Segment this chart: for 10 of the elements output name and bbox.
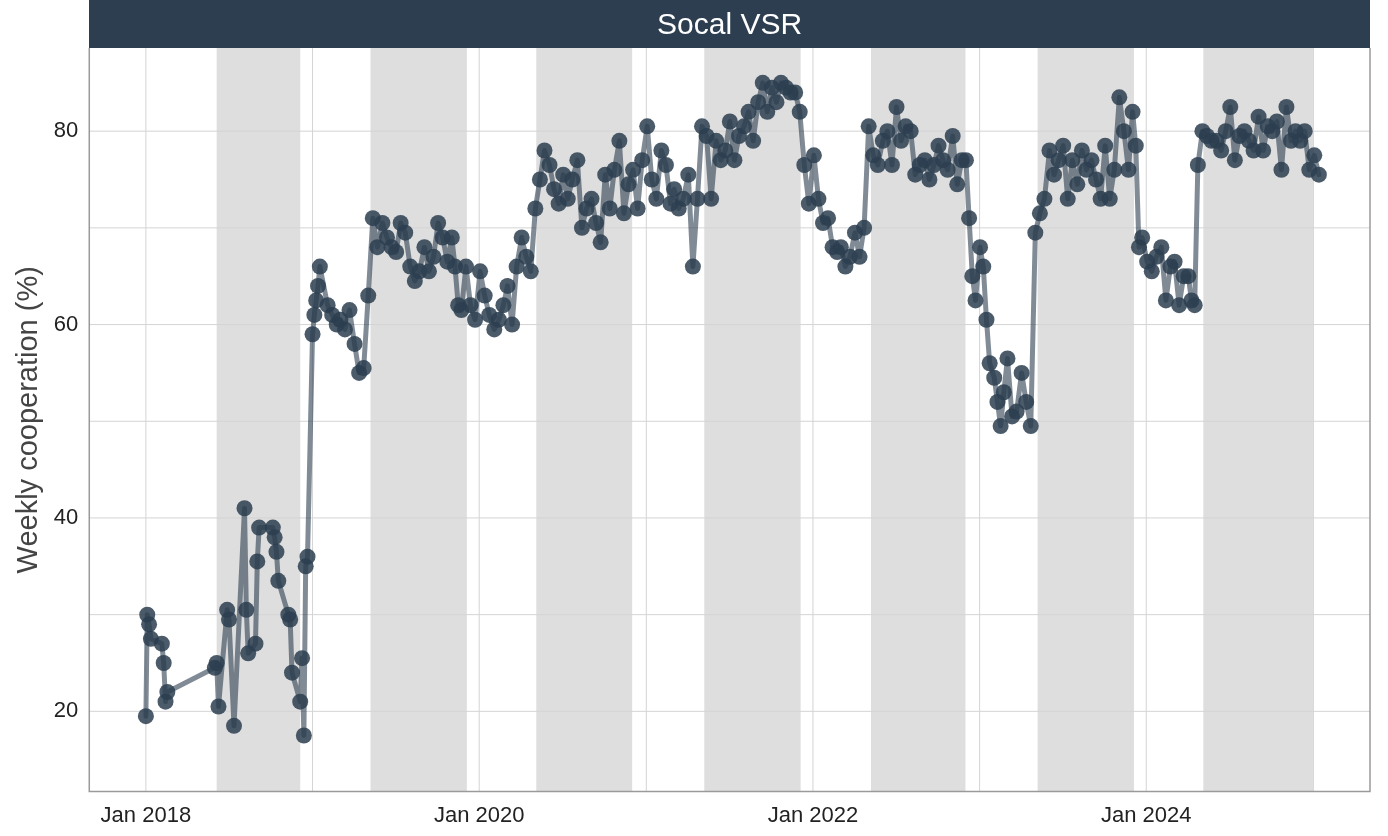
- x-tick-label: Jan 2020: [433, 801, 525, 827]
- y-tick-label: 60: [53, 310, 79, 336]
- chart-title: Socal VSR: [89, 0, 1370, 48]
- x-tick-label: Jan 2018: [100, 801, 192, 827]
- x-tick-label: Jan 2024: [1101, 801, 1192, 827]
- y-axis-title: Weekly cooperation (%): [11, 266, 44, 574]
- x-tick-label: Jan 2022: [767, 801, 859, 827]
- y-tick-label: 80: [53, 117, 79, 143]
- y-tick-label: 20: [53, 697, 79, 723]
- y-tick-label: 40: [53, 504, 79, 530]
